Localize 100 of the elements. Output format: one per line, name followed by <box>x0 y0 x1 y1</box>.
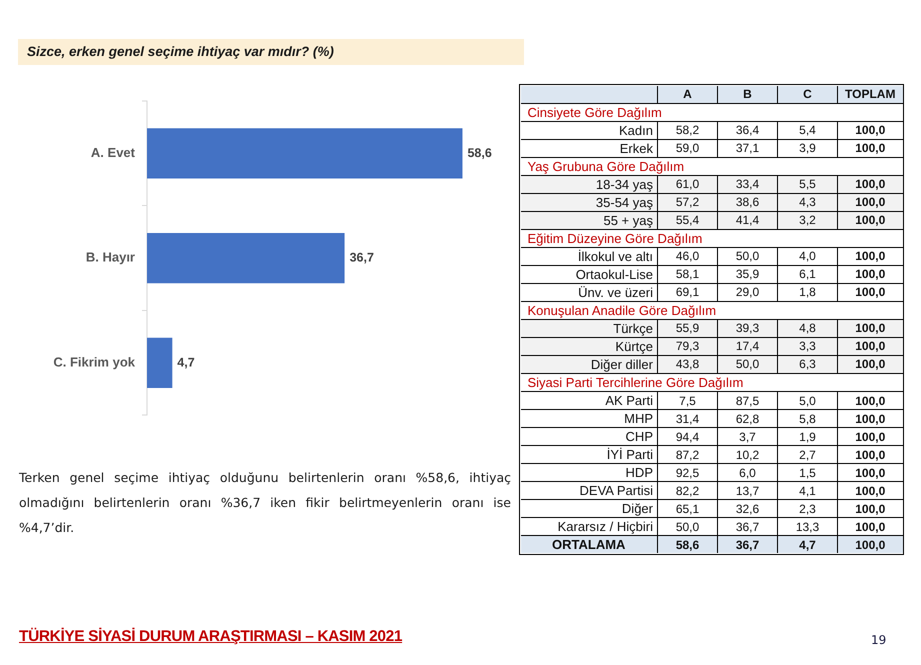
text: Terken genel seçime ihtiyaç olduğunu belirtenlerin oranı %58,6, ihtiyaç olmadığını belirtenlerin oranı %36,7 iken fikir belirtmeyenlerin oranı ise %4,7’dir. <box>19 469 511 537</box>
data-label: 4,7 <box>799 538 816 552</box>
data-label: 4,1 <box>799 484 816 498</box>
data-label: 100,0 <box>855 177 886 192</box>
data-label: 10,2 <box>736 448 760 462</box>
data-label: 79,3 <box>676 339 700 354</box>
data-label: 6,0 <box>739 466 756 480</box>
data-label: 100,0 <box>855 430 886 444</box>
data-label: 55,4 <box>676 213 700 228</box>
data-label: 13,7 <box>736 484 760 498</box>
data-label: 61,0 <box>676 177 700 192</box>
data-label: 50,0 <box>676 520 700 534</box>
data-label: 31,4 <box>676 412 700 426</box>
y-tick-label: Ortaokul-Lise <box>576 266 653 282</box>
data-label: 37,1 <box>736 141 760 156</box>
y-tick-label: Diğer diller <box>590 356 653 372</box>
chart-title: Siyasi Parti Tercihlerine Göre Dağılım <box>528 375 744 390</box>
data-label: 1,8 <box>799 285 816 300</box>
data-label: 100,0 <box>855 213 886 228</box>
data-label: 100,0 <box>855 484 886 498</box>
y-tick-label: 35-54 yaş <box>596 194 653 210</box>
data-label: 7,5 <box>679 394 696 408</box>
data-label: 39,3 <box>736 321 760 336</box>
chart-title: Sizce, erken genel seçime ihtiyaç var mıdır? (%) <box>18 39 524 65</box>
data-label: 100,0 <box>855 520 886 534</box>
y-tick-label: ORTALAMA <box>552 537 626 552</box>
data-label: 82,2 <box>676 484 700 498</box>
y-tick-label: Kadın <box>619 122 653 138</box>
chart-title: Cinsiyete Göre Dağılım <box>528 104 662 120</box>
data-label: 2,3 <box>799 502 816 516</box>
y-tick-label: MHP <box>624 411 653 426</box>
data-label: 4,0 <box>799 249 816 264</box>
x-tick-label: A <box>683 87 692 102</box>
data-label: 36,7 <box>736 538 760 552</box>
data-label: 92,5 <box>676 466 700 480</box>
y-tick-label: İYİ Parti <box>606 447 653 462</box>
data-label: 100,0 <box>855 141 886 156</box>
data-label: 100,0 <box>855 357 886 372</box>
y-tick-label: Kararsız / Hiçbiri <box>558 519 653 534</box>
data-label: 69,1 <box>676 285 700 300</box>
data-label: 38,6 <box>736 195 760 210</box>
data-label: 1,9 <box>799 430 816 444</box>
data-label: 5,5 <box>799 177 816 192</box>
data-label: 100,0 <box>855 267 886 282</box>
x-tick-label: TOPLAM <box>845 87 896 102</box>
data-label: 6,3 <box>799 357 816 372</box>
data-label: 5,0 <box>799 394 816 408</box>
y-tick-label: Ünv. ve üzeri <box>578 284 653 300</box>
data-label: 33,4 <box>736 177 760 192</box>
data-label: 100,0 <box>855 321 886 336</box>
data-label: 87,5 <box>736 394 760 408</box>
chart-title: Eğitim Düzeyine Göre Dağılım <box>528 230 702 246</box>
y-tick-label: Erkek <box>620 140 653 156</box>
data-label: 3,2 <box>799 213 816 228</box>
data-label: 5,4 <box>799 123 816 138</box>
y-tick-label: 55 + yaş <box>603 212 653 228</box>
data-label: 1,5 <box>799 466 816 480</box>
data-label: 58,6 <box>467 146 492 160</box>
text: 19 <box>871 633 886 647</box>
data-label: 62,8 <box>736 412 760 426</box>
data-label: 50,0 <box>736 357 760 372</box>
data-label: 87,2 <box>676 448 700 462</box>
data-label: 50,0 <box>736 249 760 264</box>
data-label: 94,4 <box>676 430 700 444</box>
data-label: 100,0 <box>855 339 886 354</box>
data-label: 100,0 <box>855 412 886 426</box>
data-label: 6,1 <box>799 267 816 282</box>
data-label: 100,0 <box>855 466 886 480</box>
y-tick-label: A. Evet <box>90 144 136 160</box>
data-label: 29,0 <box>736 285 760 300</box>
chart-title: Yaş Grubuna Göre Dağılım <box>528 158 684 174</box>
data-label: 58,1 <box>676 267 700 282</box>
data-label: 100,0 <box>855 249 886 264</box>
data-label: 46,0 <box>676 249 700 264</box>
data-label: 4,3 <box>799 195 816 210</box>
data-label: 4,7 <box>177 355 195 370</box>
data-label: 3,7 <box>739 430 756 444</box>
text: TÜRKİYE SİYASİ DURUM ARAŞTIRMASI – KASIM 2021 <box>19 628 402 646</box>
data-label: 100,0 <box>855 394 886 408</box>
y-tick-label: İlkokul ve altı <box>578 248 653 264</box>
data-label: 36,7 <box>736 520 760 534</box>
y-tick-label: DEVA Partisi <box>580 483 653 498</box>
y-tick-label: Kürtçe <box>615 338 653 354</box>
data-label: 59,0 <box>676 141 700 156</box>
data-label: 65,1 <box>676 502 700 516</box>
data-label: 13,3 <box>796 520 820 534</box>
y-tick-label: HDP <box>626 465 653 480</box>
data-label: 100,0 <box>855 123 886 138</box>
data-label: 36,4 <box>736 123 760 138</box>
data-label: 41,4 <box>736 213 760 228</box>
y-tick-label: AK Parti <box>605 393 653 408</box>
data-label: 2,7 <box>799 448 816 462</box>
data-label: 58,6 <box>676 538 700 552</box>
data-label: 5,8 <box>799 412 816 426</box>
data-label: 57,2 <box>676 195 700 210</box>
data-label: 100,0 <box>855 195 886 210</box>
data-label: 4,8 <box>799 321 816 336</box>
data-label: 3,3 <box>799 339 816 354</box>
y-tick-label: 18-34 yaş <box>596 176 653 192</box>
data-label: 100,0 <box>855 502 886 516</box>
